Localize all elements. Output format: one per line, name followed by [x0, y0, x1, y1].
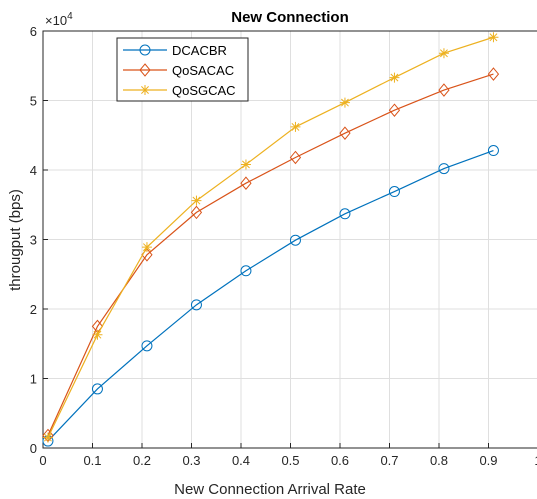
- chart-title: New Connection: [231, 9, 349, 26]
- x-tick-label: 1: [534, 453, 537, 468]
- data-point: [438, 163, 450, 175]
- legend-label: DCACBR: [172, 43, 227, 58]
- y-tick-label: 6: [30, 24, 37, 39]
- data-point: [191, 195, 202, 206]
- x-tick-label: 0.4: [232, 453, 250, 468]
- data-point: [438, 83, 450, 97]
- data-point: [289, 234, 301, 246]
- y-axis-title: througput (bps): [7, 189, 24, 291]
- axis-ticks: 0 0.1 0.2 0.3 0.4 0.5 0.6 0.7 0.8 0.9 1 0 1 2 3 4 5 6: [30, 24, 537, 468]
- data-point: [141, 340, 153, 352]
- series-dcacbr: [42, 145, 499, 447]
- legend-item-dcacbr[interactable]: DCACBR: [123, 43, 227, 58]
- data-point: [388, 103, 401, 118]
- y-tick-label: 4: [30, 163, 37, 178]
- y-tick-label: 0: [30, 441, 37, 456]
- legend-marker: [139, 44, 151, 56]
- data-point: [91, 383, 103, 395]
- data-point: [190, 205, 203, 220]
- data-point: [339, 97, 350, 108]
- y-exponent-label: ×104: [45, 11, 73, 28]
- series-qosgcac: [42, 32, 499, 443]
- data-point: [290, 121, 301, 132]
- data-point: [240, 176, 252, 190]
- x-tick-label: 0.6: [331, 453, 349, 468]
- x-axis-title: New Connection Arrival Rate: [174, 481, 366, 498]
- data-point: [388, 186, 400, 198]
- legend-marker: [139, 63, 151, 77]
- data-point: [240, 159, 251, 170]
- data-point: [289, 150, 302, 165]
- x-tick-label: 0.1: [83, 453, 101, 468]
- y-tick-label: 3: [30, 233, 37, 248]
- data-point: [240, 265, 252, 277]
- data-point: [141, 242, 152, 253]
- legend-label: QoSACAC: [172, 63, 234, 78]
- x-tick-label: 0.2: [133, 453, 151, 468]
- x-tick-label: 0.5: [281, 453, 299, 468]
- series-line: [47, 36, 494, 438]
- data-point: [92, 329, 103, 340]
- x-tick-label: 0.7: [380, 453, 398, 468]
- y-tick-label: 1: [30, 372, 37, 387]
- legend-label: QoSGCAC: [172, 83, 236, 98]
- data-point: [438, 48, 449, 59]
- data-point: [389, 72, 400, 83]
- data-point: [190, 299, 202, 311]
- y-exponent-power: 4: [67, 11, 73, 22]
- x-tick-label: 0.3: [182, 453, 200, 468]
- data-point: [339, 208, 351, 220]
- x-tick-label: 0.9: [479, 453, 497, 468]
- series-layer: [42, 32, 500, 447]
- legend-item-qosacac[interactable]: QoSACAC: [123, 63, 234, 78]
- data-point: [487, 145, 499, 157]
- series-line: [47, 149, 494, 442]
- data-point: [339, 126, 351, 140]
- y-tick-label: 5: [30, 94, 37, 109]
- data-point: [488, 32, 499, 43]
- data-point: [42, 432, 53, 443]
- data-point: [487, 67, 500, 81]
- y-tick-label: 2: [30, 302, 37, 317]
- legend[interactable]: DCACBR QoSACAC QoSGCAC: [116, 37, 249, 102]
- legend-item-qosgcac[interactable]: QoSGCAC: [123, 83, 236, 98]
- legend-marker: [140, 85, 150, 95]
- x-tick-label: 0.8: [430, 453, 448, 468]
- x-tick-label: 0: [39, 453, 46, 468]
